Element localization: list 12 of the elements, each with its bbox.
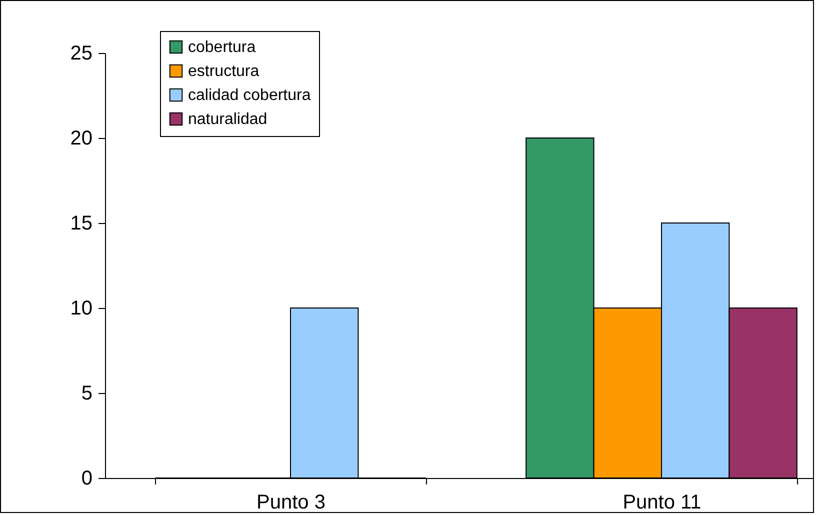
legend-label: estructura bbox=[188, 63, 260, 80]
y-tick-label: 20 bbox=[70, 128, 92, 150]
y-tick-label: 15 bbox=[70, 212, 92, 234]
y-tick-label: 25 bbox=[70, 42, 92, 64]
legend-label: calidad cobertura bbox=[188, 87, 311, 104]
y-tick-label: 0 bbox=[81, 468, 92, 490]
y-tick-label: 5 bbox=[81, 382, 92, 404]
x-tick-label: Punto 3 bbox=[256, 492, 326, 514]
y-tick-label: 10 bbox=[70, 298, 92, 320]
x-tick-label: Punto 11 bbox=[622, 492, 702, 514]
legend-label: cobertura bbox=[188, 39, 256, 56]
legend-label: naturalidad bbox=[188, 111, 268, 128]
